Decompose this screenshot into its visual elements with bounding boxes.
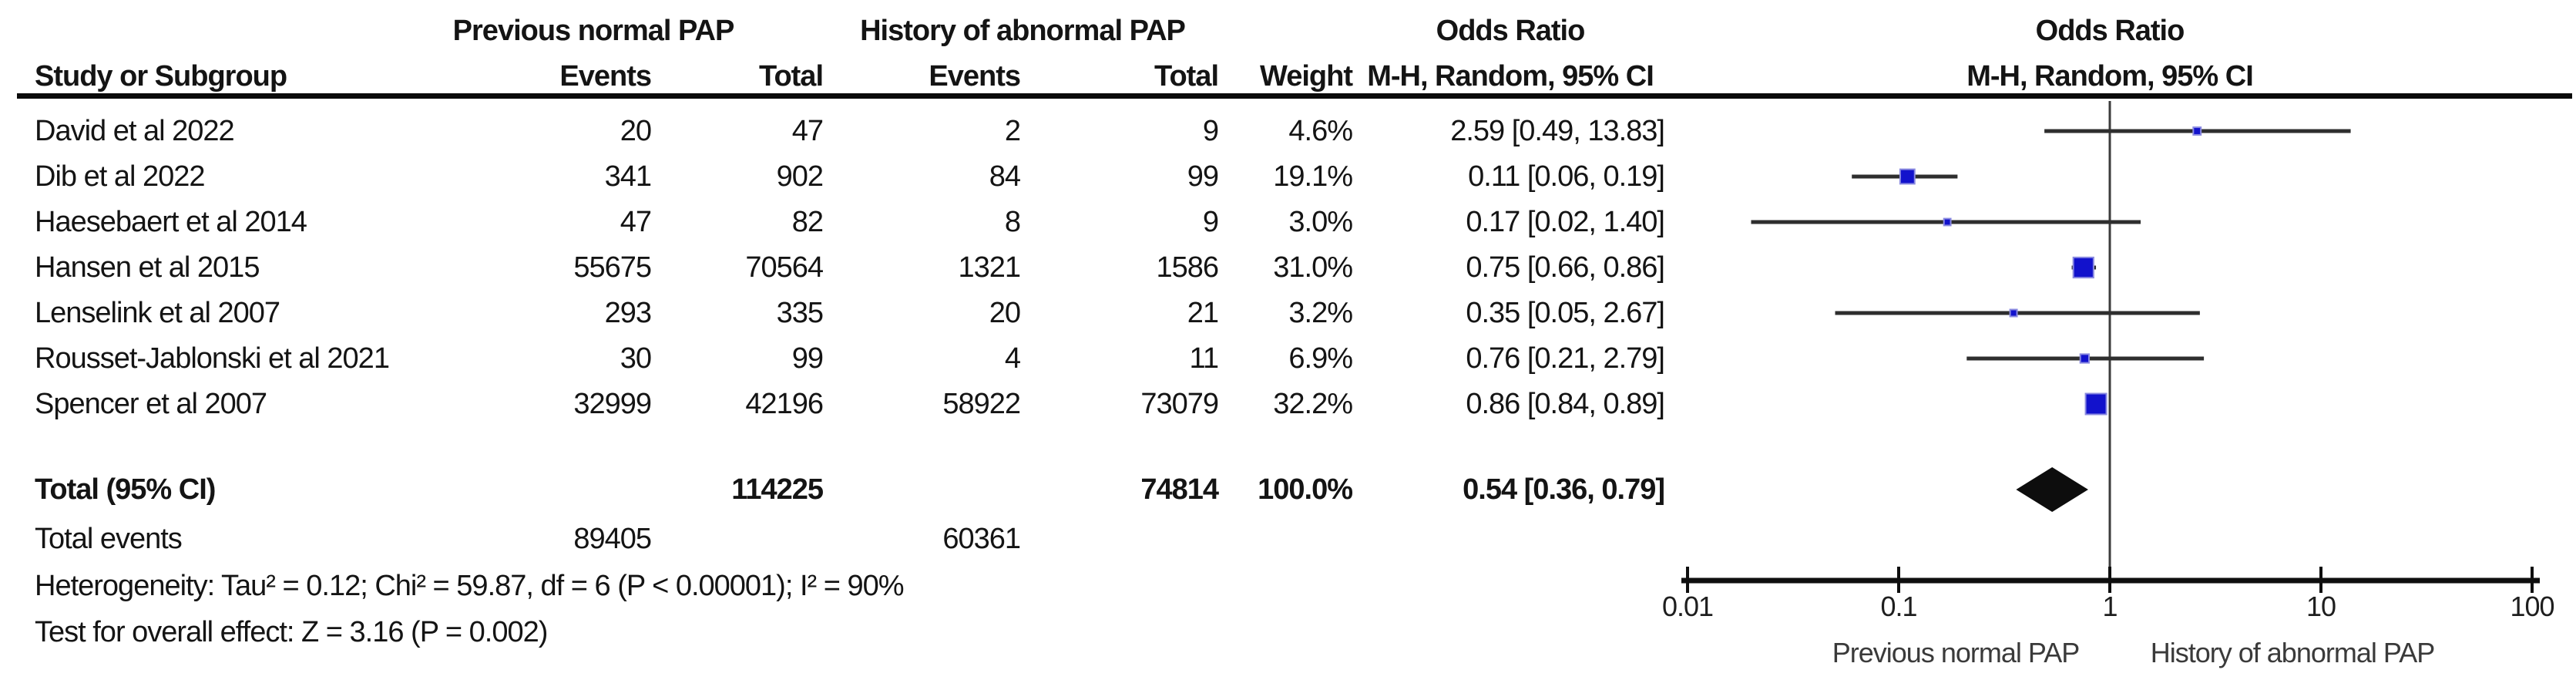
- total-row: Total (95% CI) 114225 74814 100.0% 0.54 …: [0, 472, 1695, 507]
- events1-cell: 30: [620, 342, 652, 375]
- table-row: Lenselink et al 2007 293 335 20 21 3.2% …: [0, 295, 1695, 331]
- effect-square: [2009, 308, 2018, 318]
- or-ci-cell: 2.59 [0.49, 13.83]: [1450, 115, 1665, 147]
- total1-cell: 47: [791, 115, 824, 147]
- total-events-row: Total events 89405 60361: [0, 521, 1695, 557]
- weight-column-header: Weight: [1260, 60, 1353, 93]
- axis-tick-label: 10: [2306, 591, 2336, 622]
- total-events2: 60361: [942, 523, 1021, 555]
- total2-column-header: Total: [1154, 60, 1219, 93]
- axis-tick-label: 1: [2102, 591, 2118, 622]
- total1-cell: 99: [791, 342, 824, 375]
- study-column-header: Study or Subgroup: [35, 60, 287, 93]
- or-plot-title: Odds Ratio: [2035, 15, 2185, 47]
- overall-effect-line: Test for overall effect: Z = 3.16 (P = 0…: [35, 616, 548, 648]
- events2-cell: 20: [989, 297, 1021, 329]
- effect-square: [1943, 217, 1952, 227]
- total2-sum: 74814: [1140, 473, 1219, 506]
- events2-column-header: Events: [929, 60, 1021, 93]
- or-ci-cell: 0.76 [0.21, 2.79]: [1466, 342, 1665, 375]
- weight-cell: 32.2%: [1273, 388, 1353, 420]
- heterogeneity-line: Heterogeneity: Tau² = 0.12; Chi² = 59.87…: [35, 570, 905, 602]
- total2-cell: 11: [1189, 342, 1219, 375]
- weight-sum: 100.0%: [1258, 473, 1353, 506]
- axis-tick-label: 0.01: [1661, 591, 1714, 622]
- effect-square: [2192, 126, 2202, 136]
- effect-square: [2084, 392, 2107, 416]
- total1-cell: 70564: [745, 251, 824, 284]
- study-name: David et al 2022: [35, 115, 235, 147]
- or-plot-subheader: M-H, Random, 95% CI: [1966, 60, 2254, 93]
- total1-cell: 902: [776, 160, 824, 193]
- weight-cell: 3.2%: [1288, 297, 1353, 329]
- table-row: David et al 2022 20 47 2 9 4.6% 2.59 [0.…: [0, 113, 1695, 149]
- total2-cell: 9: [1202, 115, 1219, 147]
- events2-cell: 84: [989, 160, 1021, 193]
- study-name: Dib et al 2022: [35, 160, 205, 193]
- study-name: Lenselink et al 2007: [35, 297, 280, 329]
- total2-cell: 21: [1187, 297, 1219, 329]
- effect-square: [2072, 256, 2094, 279]
- table-row: Dib et al 2022 341 902 84 99 19.1% 0.11 …: [0, 159, 1695, 194]
- total-events-label: Total events: [35, 523, 183, 555]
- total2-cell: 1586: [1156, 251, 1219, 284]
- weight-cell: 19.1%: [1273, 160, 1353, 193]
- favors-right-label: History of abnormal PAP: [2150, 637, 2435, 668]
- events1-cell: 341: [604, 160, 652, 193]
- total1-cell: 42196: [745, 388, 824, 420]
- effect-square: [2079, 353, 2090, 364]
- events2-cell: 1321: [958, 251, 1021, 284]
- study-name: Hansen et al 2015: [35, 251, 260, 284]
- events1-cell: 55675: [573, 251, 652, 284]
- events2-cell: 58922: [942, 388, 1021, 420]
- total2-cell: 99: [1187, 160, 1219, 193]
- total1-sum: 114225: [731, 473, 824, 506]
- study-name: Rousset-Jablonski et al 2021: [35, 342, 390, 375]
- table-row: Haesebaert et al 2014 47 82 8 9 3.0% 0.1…: [0, 204, 1695, 240]
- header-divider: [17, 93, 2572, 99]
- events1-cell: 47: [620, 206, 652, 238]
- or-text-column-subheader: M-H, Random, 95% CI: [1367, 60, 1654, 93]
- axis-tick-label: 0.1: [1880, 591, 1917, 622]
- weight-cell: 31.0%: [1273, 251, 1353, 284]
- events1-cell: 20: [620, 115, 652, 147]
- total-events1: 89405: [573, 523, 652, 555]
- total2-cell: 9: [1202, 206, 1219, 238]
- events1-cell: 32999: [573, 388, 652, 420]
- or-text-column-title: Odds Ratio: [1436, 15, 1586, 47]
- group2-header: History of abnormal PAP: [860, 15, 1186, 47]
- events2-cell: 2: [1004, 115, 1021, 147]
- pooled-diamond: [2016, 467, 2088, 512]
- weight-cell: 3.0%: [1288, 206, 1353, 238]
- or-ci-cell: 0.86 [0.84, 0.89]: [1466, 388, 1665, 420]
- table-row: Hansen et al 2015 55675 70564 1321 1586 …: [0, 250, 1695, 285]
- study-name: Spencer et al 2007: [35, 388, 267, 420]
- events1-cell: 293: [604, 297, 652, 329]
- axis-tick-label: 100: [2510, 591, 2554, 622]
- events2-cell: 8: [1004, 206, 1021, 238]
- total1-cell: 82: [791, 206, 824, 238]
- total-or-ci: 0.54 [0.36, 0.79]: [1463, 473, 1665, 506]
- total1-cell: 335: [776, 297, 824, 329]
- or-ci-cell: 0.35 [0.05, 2.67]: [1466, 297, 1665, 329]
- table-row: Rousset-Jablonski et al 2021 30 99 4 11 …: [0, 341, 1695, 376]
- total2-cell: 73079: [1140, 388, 1219, 420]
- total1-column-header: Total: [759, 60, 824, 93]
- table-row: Spencer et al 2007 32999 42196 58922 730…: [0, 386, 1695, 422]
- study-name: Haesebaert et al 2014: [35, 206, 307, 238]
- effect-square: [1899, 168, 1916, 185]
- events1-column-header: Events: [559, 60, 652, 93]
- group1-header: Previous normal PAP: [452, 15, 735, 47]
- weight-cell: 4.6%: [1288, 115, 1353, 147]
- weight-cell: 6.9%: [1288, 342, 1353, 375]
- or-ci-cell: 0.17 [0.02, 1.40]: [1466, 206, 1665, 238]
- total-label: Total (95% CI): [35, 473, 216, 506]
- events2-cell: 4: [1004, 342, 1021, 375]
- or-ci-cell: 0.11 [0.06, 0.19]: [1468, 160, 1665, 193]
- favors-left-label: Previous normal PAP: [1832, 637, 2080, 668]
- or-ci-cell: 0.75 [0.66, 0.86]: [1466, 251, 1665, 284]
